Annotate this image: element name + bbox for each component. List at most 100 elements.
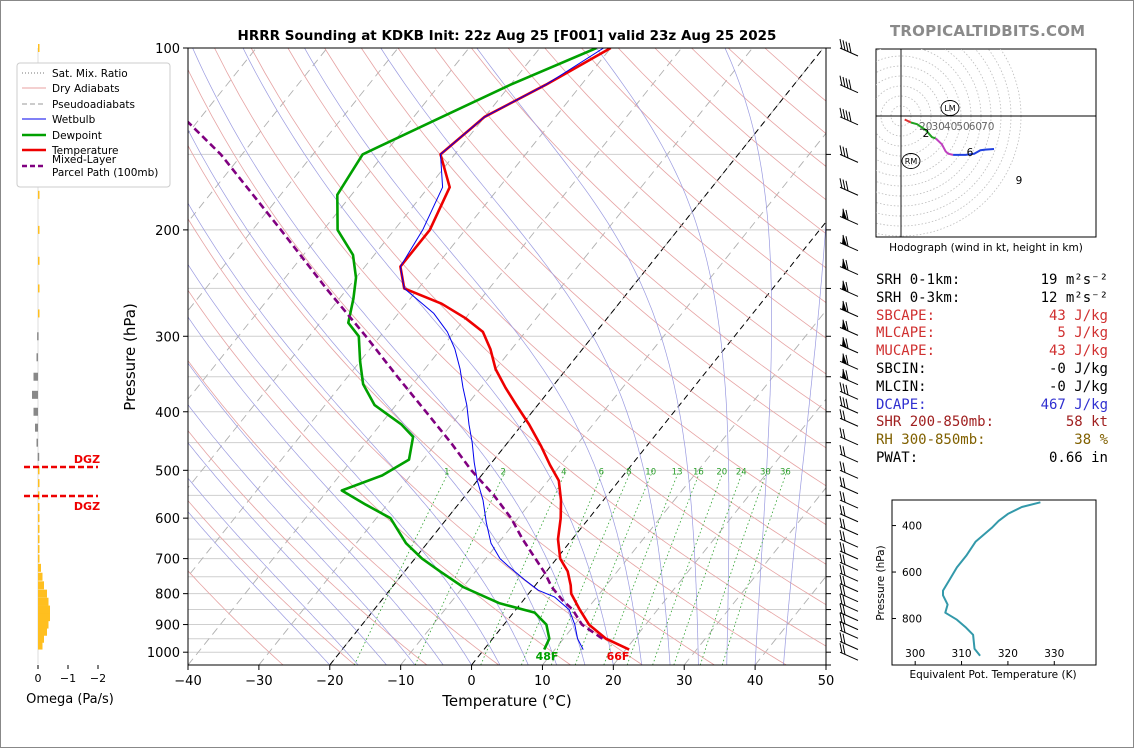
omega-bar [38, 284, 40, 293]
stat-value: 58 kt [1065, 414, 1108, 431]
legend-item: Temperature [22, 145, 119, 157]
isotherm-line [683, 487, 826, 665]
storm-motion-marker [940, 100, 960, 116]
dry-adiabat [188, 500, 356, 665]
stat-value: 43 J/kg [1048, 343, 1108, 360]
dry-adiabat [214, 48, 826, 647]
omega-bar [38, 634, 44, 643]
wind-barb [839, 368, 859, 386]
temperature-tick-label: 0 [467, 674, 475, 689]
wind-barb [839, 319, 859, 336]
hodograph-trace [910, 121, 937, 140]
legend-label: Pseudoadiabats [52, 99, 135, 111]
omega-bar [38, 581, 44, 590]
pressure-tick-label: 100 [155, 42, 180, 57]
wind-barb [839, 382, 859, 400]
stat-value: 0.66 in [1048, 449, 1108, 466]
omega-bar [38, 502, 40, 511]
wind-barb [839, 353, 859, 370]
omega-bar [36, 438, 38, 447]
moist-adiabat [304, 48, 643, 665]
stat-value: 43 J/kg [1048, 307, 1108, 324]
mixing-ratio-line [699, 470, 768, 665]
theta-e-line [942, 501, 1041, 657]
storm-motion-label: LM [944, 104, 955, 113]
legend-label: Dry Adiabats [52, 83, 120, 95]
hodograph-height-label: 9 [1016, 175, 1023, 187]
stat-label: MLCAPE: [876, 325, 936, 342]
moist-adiabat [188, 511, 331, 665]
pressure-tick-label: 900 [155, 619, 180, 634]
moist-adiabat [724, 48, 772, 665]
dry-adiabat [360, 48, 826, 487]
wind-barb [839, 107, 859, 126]
mixing-ratio-line [353, 470, 450, 665]
wind-barb [839, 612, 859, 631]
stat-row: SBCAPE: 43 J/kg [876, 308, 1116, 326]
mixing-ratio-label: 10 [645, 468, 656, 478]
stat-label: RH 300-850mb: [876, 432, 986, 449]
theta-e-y-tick-label: 800 [902, 614, 922, 626]
stat-value: -0 J/kg [1048, 378, 1108, 395]
mixing-ratio-line [652, 470, 725, 665]
storm-motion-label: RM [905, 157, 918, 166]
isotherm-line [258, 48, 753, 665]
omega-bar [36, 353, 38, 362]
wind-barb [839, 541, 859, 560]
theta-e-x-tick-label: 320 [998, 648, 1018, 660]
sounding-parameters: SRH 0-1km: 19 m²s⁻² SRH 0-3km: 12 m²s⁻² SBCA… [876, 272, 1116, 468]
wind-barb [839, 208, 859, 225]
omega-tick-label: 0 [35, 672, 42, 685]
legend-item: Dry Adiabats [22, 83, 120, 95]
omega-bar [33, 407, 38, 416]
wind-barb [839, 300, 859, 318]
wind-barb [839, 461, 859, 479]
chart-title: HRRR Sounding at KDKB Init: 22z Aug 25 [… [238, 28, 777, 44]
legend-item: Dewpoint [22, 130, 102, 142]
wind-barb [839, 553, 859, 571]
omega-bar [38, 563, 41, 572]
skewt-ylabel: Pressure (hPa) [121, 303, 139, 411]
isotherm-line [542, 309, 826, 665]
dry-adiabat [507, 48, 826, 339]
skewt-frame [187, 47, 827, 666]
stat-value: 19 m²s⁻² [1040, 272, 1108, 288]
skewt-xlabel: Temperature (°C) [441, 692, 571, 710]
legend-label: Wetbulb [52, 114, 96, 126]
dry-adiabat [188, 289, 571, 665]
stat-label: MUCAPE: [876, 343, 936, 360]
theta-e-x-tick-label: 330 [1044, 648, 1064, 660]
skewt-background-lines: 1 2 4 6 8 10 13 16 20 24 30 36 [188, 48, 826, 665]
hodograph-ring-label: 70 [981, 121, 994, 133]
mixing-ratio-line [603, 470, 680, 665]
hodograph-trace [953, 148, 995, 156]
isotherm-line [188, 48, 682, 665]
mixing-ratio-label: 16 [693, 468, 704, 478]
omega-bar [38, 627, 47, 636]
moist-adiabat [188, 316, 472, 665]
omega-bar [38, 572, 43, 581]
temperature-tick-label: 50 [818, 674, 835, 689]
temperature-tick-label: −10 [387, 674, 414, 689]
storm-motion-marker [901, 153, 921, 169]
dry-adiabat [188, 430, 428, 665]
wind-barb [839, 490, 859, 509]
mixing-ratio-label: 8 [626, 468, 631, 478]
dry-adiabat [544, 48, 826, 304]
legend-label: Dewpoint [52, 130, 102, 142]
dry-adiabat [188, 360, 500, 665]
legend-label: Parcel Path (100mb) [52, 167, 158, 179]
hodograph-ring-label: 50 [956, 121, 969, 133]
stat-label: SRH 0-3km: [876, 289, 961, 306]
wind-barb [839, 178, 859, 196]
dgz-label-top: DGZ [74, 453, 100, 466]
legend-item: Wetbulb [22, 114, 96, 126]
wetbulb-line [399, 48, 604, 650]
moist-adiabat [188, 129, 557, 665]
omega-bar [38, 597, 49, 606]
dry-adiabat [397, 48, 826, 449]
omega-bar [33, 372, 38, 381]
mixing-ratio-line [626, 470, 701, 665]
wind-barb [839, 594, 859, 612]
legend-label: Temperature [51, 145, 119, 157]
